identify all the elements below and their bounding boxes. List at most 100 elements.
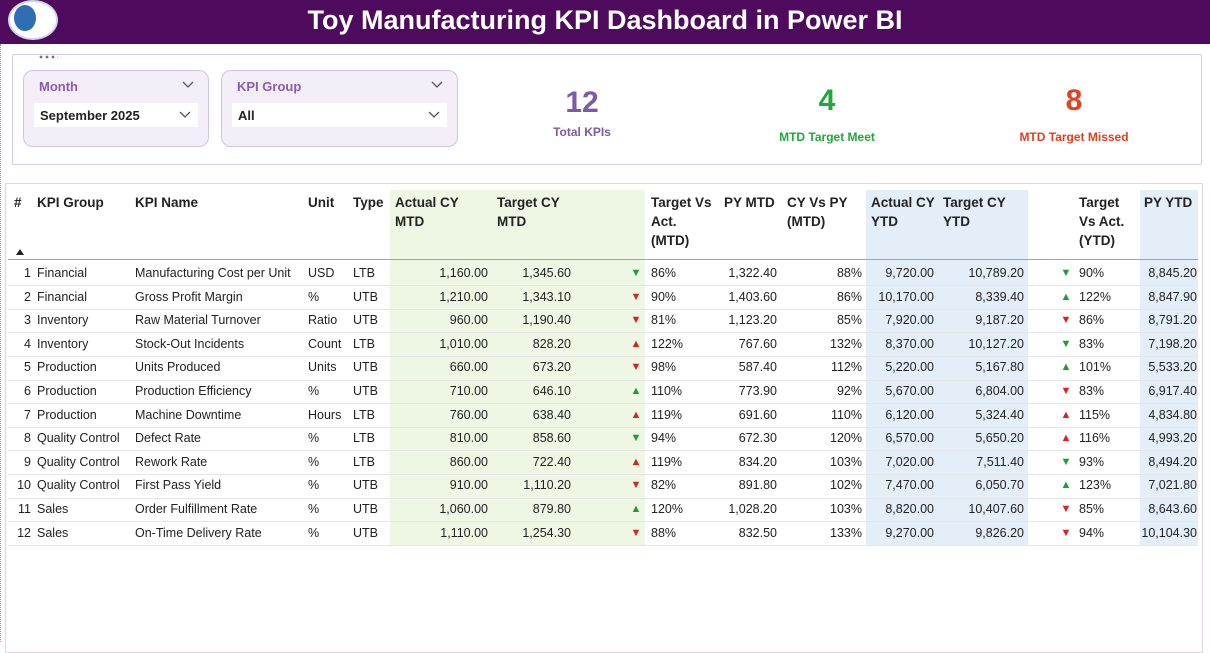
table-cell: 5,650.20	[975, 431, 1024, 446]
column-header[interactable]: Target Vs Act. (MTD)	[651, 195, 712, 248]
table-cell: 120%	[651, 502, 683, 516]
slicer-box[interactable]	[232, 103, 447, 127]
table-cell: Order Fulfillment Rate	[135, 502, 258, 516]
table-cell: LTB	[353, 266, 375, 280]
more-options[interactable]	[38, 55, 58, 59]
table-cell: %	[308, 478, 320, 493]
row-divider	[8, 450, 1198, 452]
column-header[interactable]: PY MTD	[724, 195, 775, 210]
slicer-box[interactable]	[34, 103, 198, 127]
table-cell: Hours	[308, 407, 342, 422]
table-cell: 767.60	[738, 336, 777, 351]
column-header[interactable]: Actual CY YTD	[871, 195, 935, 229]
chevron[interactable]	[182, 81, 194, 89]
table-cell: 110%	[830, 407, 862, 422]
table-cell: 8,820.00	[885, 502, 934, 516]
table-cell: First Pass Yield	[135, 478, 222, 493]
row-divider	[8, 544, 1198, 546]
table-cell: 3	[24, 313, 31, 328]
table-cell: 9,270.00	[885, 525, 934, 540]
table-cell: 1,403.60	[728, 289, 777, 304]
table-cell: 119%	[651, 407, 683, 422]
dashboard-title: Toy Manufacturing KPI Dashboard in Power…	[307, 5, 903, 35]
table-cell: Gross Profit Margin	[135, 289, 243, 304]
column-header[interactable]: Target Vs Act. (YTD)	[1079, 195, 1125, 248]
table-cell: 82%	[651, 478, 677, 493]
column-header[interactable]: KPI Name	[135, 195, 199, 210]
table-cell: Stock-Out Incidents	[135, 336, 245, 351]
table-cell: 8,339.40	[975, 289, 1024, 304]
table-cell: 123%	[1079, 478, 1111, 493]
chevron[interactable]	[428, 111, 440, 119]
table-cell: 94%	[1079, 525, 1105, 540]
row-divider	[8, 332, 1198, 334]
table-cell: 10,104.30	[1141, 525, 1197, 540]
kpi-label: MTD Target Meet	[779, 130, 875, 144]
table-cell: Defect Rate	[135, 431, 202, 446]
column-header[interactable]: KPI Group	[37, 195, 104, 210]
status-icon: ▲	[630, 337, 642, 350]
kpi-label: Total KPIs	[553, 125, 611, 139]
table-cell: Financial	[37, 289, 88, 304]
table-cell: %	[308, 384, 320, 398]
table-cell: 6,570.00	[885, 431, 934, 446]
table-cell: 7	[24, 407, 31, 422]
chevron[interactable]	[179, 111, 191, 119]
table-cell: 5,324.40	[975, 407, 1024, 422]
table-cell: 6,120.00	[885, 407, 934, 422]
column-header[interactable]: Actual CY MTD	[395, 195, 459, 229]
status-icon: ▼	[630, 314, 642, 327]
table-cell: 9	[24, 454, 31, 469]
table-cell: 646.10	[532, 384, 571, 398]
column-header[interactable]: PY YTD	[1144, 195, 1193, 210]
table-cell: UTB	[353, 360, 378, 375]
table-cell: 88%	[651, 525, 677, 540]
column-header[interactable]: Target CY YTD	[943, 195, 1006, 229]
table-cell: 4,993.20	[1148, 431, 1197, 446]
table-cell: Units	[308, 360, 337, 375]
table-cell: 1	[24, 266, 31, 280]
table-cell: 83%	[1079, 336, 1105, 351]
table-cell: 103%	[830, 454, 862, 469]
status-icon: ▼	[1060, 267, 1072, 279]
chevron[interactable]	[431, 81, 443, 89]
table-cell: 1,028.20	[728, 502, 777, 516]
table-cell: Units Produced	[135, 360, 221, 375]
sort-indicator	[16, 249, 24, 255]
table-cell: 660.00	[449, 360, 488, 375]
table-cell: 92%	[836, 384, 862, 398]
column-header[interactable]: #	[14, 195, 22, 210]
table-cell: UTB	[353, 289, 378, 304]
slicer-value[interactable]: September 2025	[40, 108, 140, 123]
slicer-label: Month	[39, 79, 78, 94]
table-cell: Quality Control	[37, 454, 120, 469]
column-band	[1140, 190, 1198, 546]
column-header[interactable]: CY Vs PY (MTD)	[787, 195, 848, 229]
kpi-value: 8	[1065, 84, 1083, 117]
table-cell: 5	[24, 360, 31, 375]
table-cell: %	[308, 502, 320, 516]
table-cell: 11	[18, 502, 31, 516]
column-header[interactable]: Target CY MTD	[497, 195, 560, 229]
table-cell: Ratio	[308, 313, 338, 328]
status-icon: ▲	[1060, 408, 1072, 421]
table-cell: 122%	[1079, 289, 1111, 304]
table-cell: Inventory	[37, 313, 89, 328]
table-cell: UTB	[353, 525, 378, 540]
status-icon: ▼	[630, 361, 642, 374]
status-icon: ▲	[630, 408, 642, 421]
slicer-value[interactable]: All	[238, 108, 255, 123]
table-cell: 1,123.20	[728, 313, 777, 328]
table-cell: 5,670.00	[885, 384, 934, 398]
table-cell: 88%	[836, 266, 862, 280]
table-cell: 1,010.00	[439, 336, 488, 351]
table-cell: 8,847.90	[1148, 289, 1197, 304]
table-cell: Quality Control	[37, 478, 120, 493]
table-cell: 90%	[651, 289, 677, 304]
table-cell: Sales	[37, 502, 69, 516]
column-header[interactable]: Type	[353, 195, 384, 210]
row-divider	[8, 355, 1198, 357]
row-divider	[8, 308, 1198, 310]
column-header[interactable]: Unit	[308, 195, 335, 210]
table-cell: Production	[37, 384, 97, 398]
